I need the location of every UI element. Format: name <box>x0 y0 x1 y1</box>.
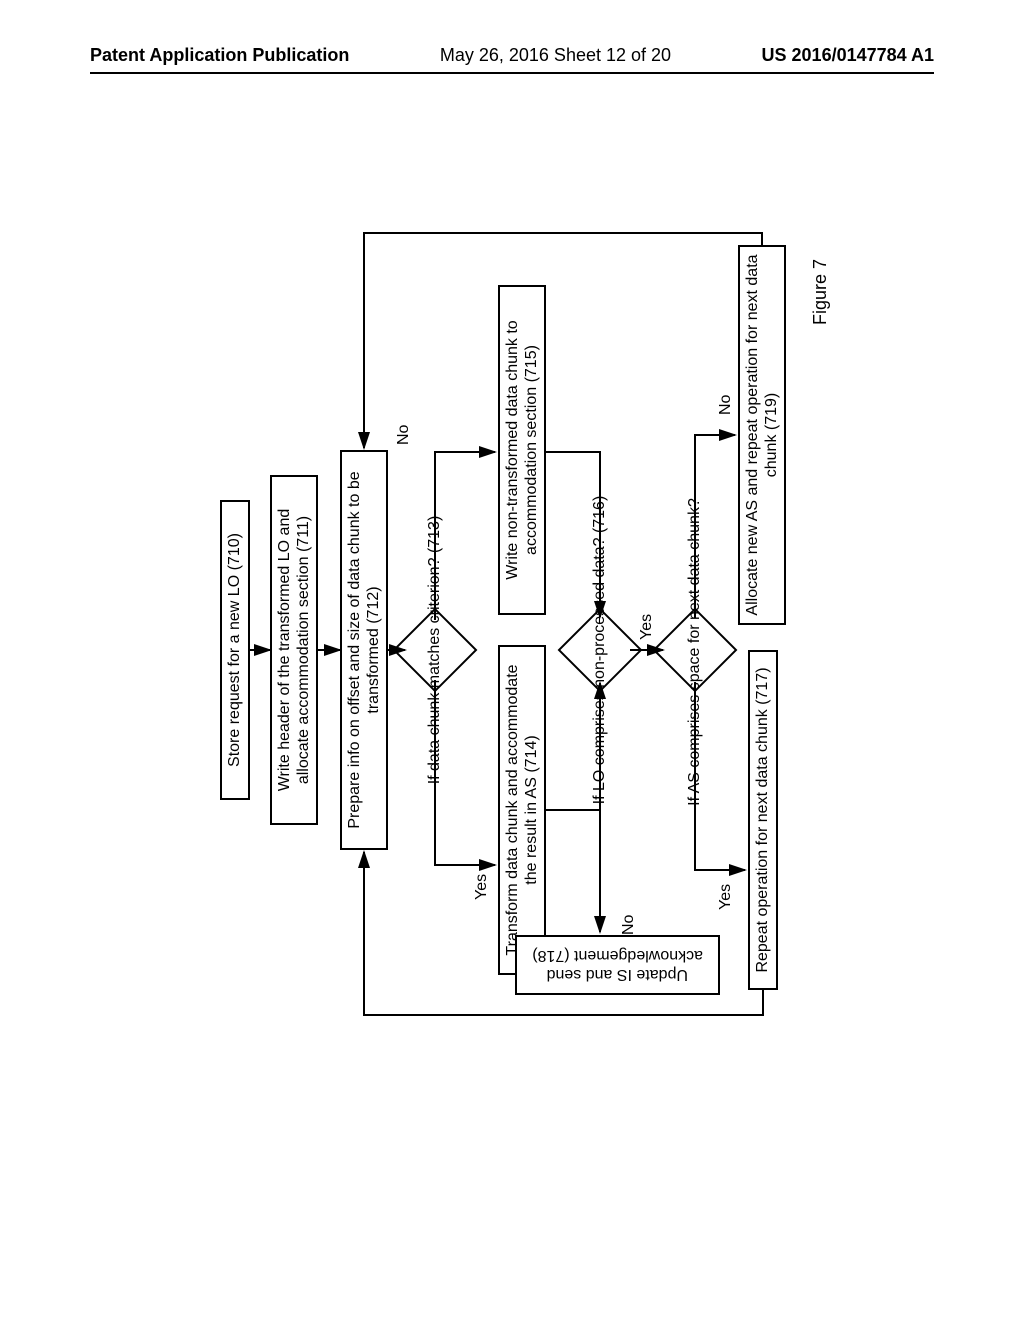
edge-as-no: No <box>717 395 735 415</box>
flowchart-container: Store request for a new LO (710) Write h… <box>80 330 980 970</box>
header-center: May 26, 2016 Sheet 12 of 20 <box>440 45 671 66</box>
node-717: Repeat operation for next data chunk (71… <box>748 650 778 990</box>
figure-caption: Figure 7 <box>810 259 831 325</box>
node-711: Write header of the transformed LO and a… <box>270 475 318 825</box>
header-left: Patent Application Publication <box>90 45 349 66</box>
node-716 <box>558 608 643 693</box>
edge-716-no: No <box>620 915 638 935</box>
node-713 <box>393 608 478 693</box>
page-header: Patent Application Publication May 26, 2… <box>0 45 1024 66</box>
edge-713-no: No <box>395 425 413 445</box>
node-714: Transform data chunk and accommodate the… <box>498 645 546 975</box>
node-715: Write non-transformed data chunk to acco… <box>498 285 546 615</box>
flowchart: Store request for a new LO (710) Write h… <box>220 230 840 1070</box>
edge-as-yes: Yes <box>717 884 735 910</box>
edge-713-yes: Yes <box>473 874 491 900</box>
node-as-space <box>653 608 738 693</box>
edge-716-yes: Yes <box>638 614 656 640</box>
header-right: US 2016/0147784 A1 <box>762 45 934 66</box>
node-710: Store request for a new LO (710) <box>220 500 250 800</box>
header-rule <box>90 72 934 74</box>
node-712: Prepare info on offset and size of data … <box>340 450 388 850</box>
node-718-text: Update IS and send acknowledgement (718) <box>523 946 712 984</box>
node-719: Allocate new AS and repeat operation for… <box>738 245 786 625</box>
node-718: Update IS and send acknowledgement (718) <box>515 935 720 995</box>
